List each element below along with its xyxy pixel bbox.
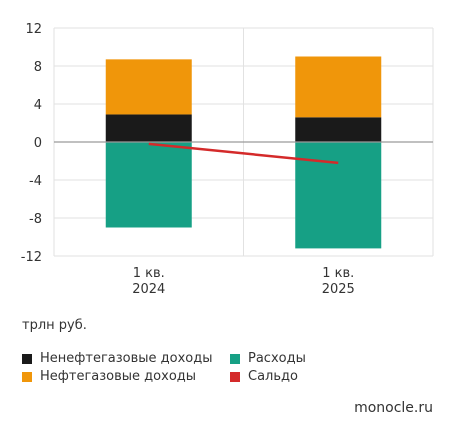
y-axis: 12 8 4 0 -4 -8 -12	[21, 22, 42, 265]
bars	[105, 56, 382, 249]
bar-s1-c1	[295, 56, 382, 118]
legend-item-balance: Сальдо	[230, 369, 298, 384]
legend-swatch-oil-gas	[22, 371, 32, 382]
bar-s0-c1	[295, 117, 382, 142]
y-tick-label-2: 4	[34, 98, 42, 113]
y-tick-label-4: -4	[29, 174, 42, 189]
balance-line	[148, 142, 339, 165]
source-label: monocle.ru	[354, 400, 433, 416]
legend-label-expenses: Расходы	[248, 351, 306, 366]
legend-label-non-oil-gas: Ненефтегазовые доходы	[40, 351, 213, 366]
y-tick-label-1: 8	[34, 60, 42, 75]
legend-swatch-non-oil-gas	[22, 353, 32, 364]
bar-s1-c0	[105, 59, 192, 115]
balance-line-path	[148, 142, 339, 165]
legend-swatch-balance	[230, 371, 240, 382]
x-tick-label-1: 1 кв. 2025	[322, 266, 355, 297]
legend-label-oil-gas: Нефтегазовые доходы	[40, 369, 197, 384]
y-tick-label-0: 12	[25, 22, 42, 37]
legend-item-oil-gas: Нефтегазовые доходы	[22, 369, 196, 384]
legend-label-balance: Сальдо	[248, 369, 298, 384]
legend-item-expenses: Расходы	[230, 351, 306, 366]
bar-s0-c0	[105, 114, 192, 142]
y-tick-label-5: -8	[29, 212, 42, 227]
y-tick-label-3: 0	[34, 136, 42, 151]
bar-s2-c0	[105, 142, 192, 228]
unit-label: трлн руб.	[22, 318, 87, 333]
x-axis: 1 кв. 2024 1 кв. 2025	[132, 266, 355, 297]
y-tick-label-6: -12	[21, 250, 42, 265]
legend-item-non-oil-gas: Ненефтегазовые доходы	[22, 351, 213, 366]
x-tick-label-0: 1 кв. 2024	[132, 266, 165, 297]
chart-canvas: 12 8 4 0 -4 -8 -12 1 кв. 2024 1 кв. 2025	[21, 22, 434, 297]
legend-swatch-expenses	[230, 353, 240, 364]
bar-s2-c1	[295, 142, 382, 249]
